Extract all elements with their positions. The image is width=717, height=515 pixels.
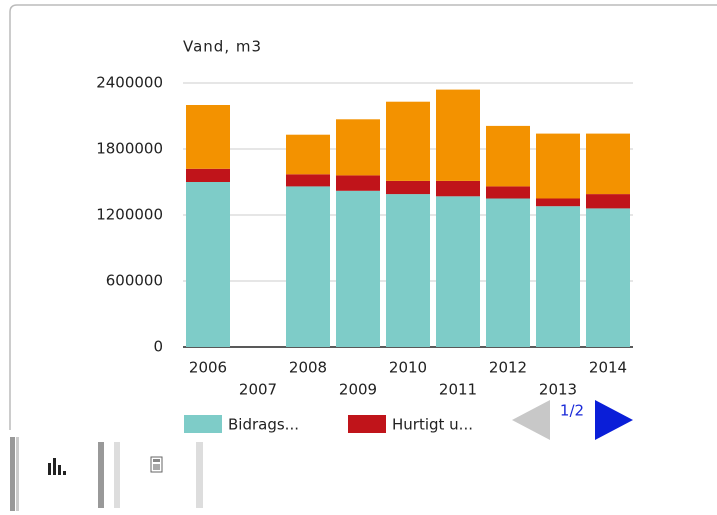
y-tick-label: 2400000	[96, 74, 163, 92]
legend-label: Hurtigt u...	[392, 416, 473, 434]
x-tick-label: 2010	[389, 359, 427, 377]
bar-segment	[386, 180, 430, 195]
legend-swatch	[348, 415, 386, 433]
bar-segment	[436, 89, 480, 181]
bar-segment	[586, 194, 630, 209]
bar-segment	[536, 133, 580, 199]
panel-border	[9, 4, 717, 430]
bar-segment	[186, 182, 230, 347]
y-tick-label: 1200000	[96, 206, 163, 224]
bar-segment	[286, 174, 330, 187]
x-tick-label: 2014	[589, 359, 627, 377]
x-tick-label: 2013	[539, 381, 577, 399]
bar-segment	[436, 196, 480, 347]
calculator-icon[interactable]	[150, 456, 163, 473]
bar-segment	[536, 206, 580, 347]
bar-segment	[386, 194, 430, 347]
bar-segment	[486, 186, 530, 199]
x-tick-label: 2006	[189, 359, 227, 377]
legend-label: Bidrags...	[228, 416, 299, 434]
y-tick-label: 600000	[106, 272, 163, 290]
toolbar-divider	[10, 437, 15, 511]
toolbar-divider	[16, 437, 19, 511]
bar-segment	[336, 119, 380, 176]
bar-segment	[186, 168, 230, 182]
toolbar-divider	[114, 442, 120, 508]
bar-segment	[386, 101, 430, 181]
prev-page[interactable]	[512, 400, 550, 440]
bar-segment	[186, 105, 230, 169]
x-tick-label: 2008	[289, 359, 327, 377]
x-tick-label: 2007	[239, 381, 277, 399]
toolbar-divider	[98, 442, 104, 508]
bar-segment	[336, 190, 380, 347]
bar-segment	[486, 198, 530, 347]
bar-segment	[536, 198, 580, 207]
y-tick-label: 1800000	[96, 140, 163, 158]
x-tick-label: 2009	[339, 381, 377, 399]
legend-swatch	[184, 415, 222, 433]
bar-segment	[336, 175, 380, 191]
bar-segment	[286, 134, 330, 175]
y-tick-label: 0	[153, 338, 163, 356]
toolbar-divider	[196, 442, 203, 508]
chart-title: Vand, m3	[183, 38, 262, 56]
bar-segment	[486, 125, 530, 187]
next-page[interactable]	[595, 400, 633, 440]
chart-icon[interactable]	[48, 458, 66, 475]
x-tick-label: 2012	[489, 359, 527, 377]
legend-page: 1/2	[560, 402, 584, 420]
bar-segment	[586, 133, 630, 195]
x-tick-label: 2011	[439, 381, 477, 399]
bar-segment	[436, 180, 480, 197]
bar-segment	[586, 208, 630, 347]
bar-segment	[286, 186, 330, 347]
